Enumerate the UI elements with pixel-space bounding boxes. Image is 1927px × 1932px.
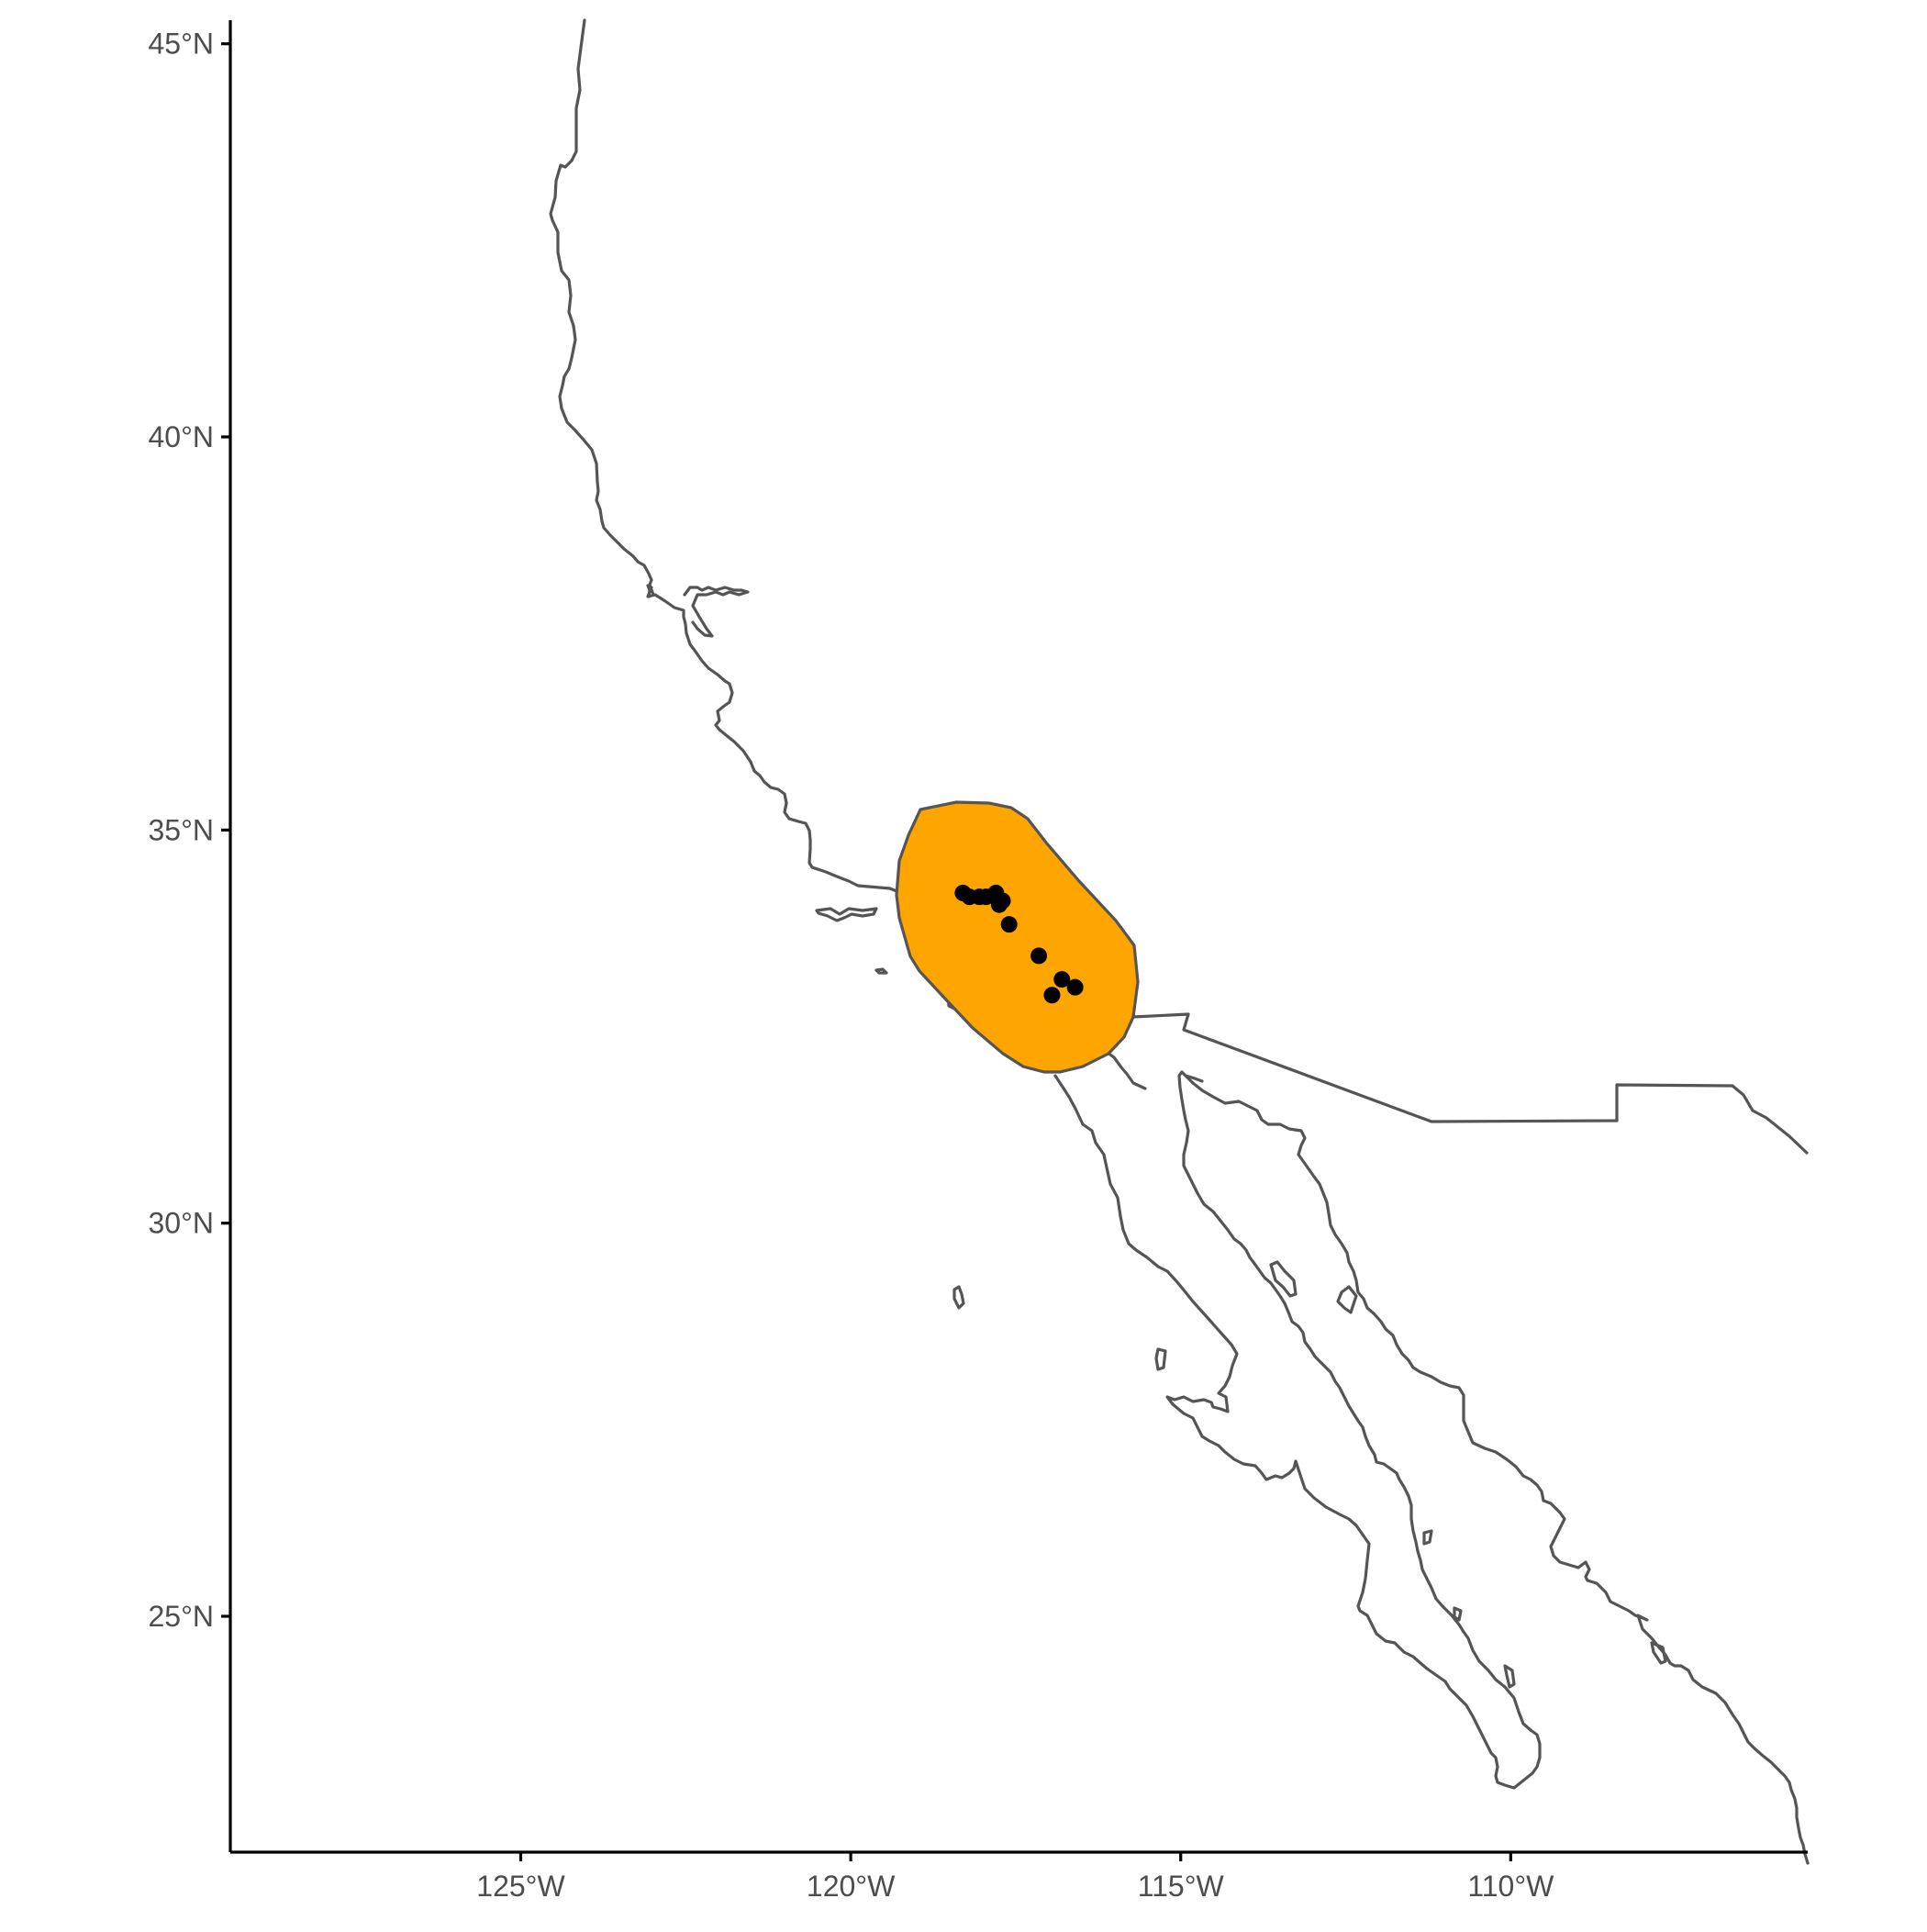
occurrence-point — [1030, 947, 1048, 965]
x-tick-label: 110°W — [1467, 1870, 1554, 1903]
small-island-b — [1453, 1606, 1463, 1622]
channel-island-2 — [874, 967, 888, 975]
occurrence-point — [1043, 987, 1061, 1004]
sonora-coastline — [1184, 1074, 1204, 1083]
small-island-c — [1503, 1664, 1516, 1689]
baja-pacific-coastline — [1053, 1074, 1542, 1790]
angel-de-la-guarda-island — [1269, 1260, 1298, 1298]
occurrence-point — [1000, 916, 1018, 933]
occurrence-points — [954, 884, 1084, 1004]
cedros-island — [952, 1285, 965, 1310]
range-polygon — [895, 800, 1140, 1074]
y-tick-label: 30°N — [149, 1207, 215, 1240]
small-island-d — [1650, 1641, 1667, 1665]
channel-island-1 — [815, 907, 878, 922]
baja-gulf-coastline — [1177, 1070, 1810, 1865]
y-tick-label: 45°N — [149, 28, 215, 61]
x-tick-label: 120°W — [807, 1870, 896, 1903]
x-tick-label: 115°W — [1138, 1870, 1225, 1903]
y-tick-label: 40°N — [149, 420, 215, 453]
tiburon-island — [1336, 1285, 1358, 1314]
occurrence-point — [990, 896, 1008, 913]
us-mexico-border — [1132, 1012, 1810, 1156]
occurrence-point — [1066, 978, 1084, 996]
x-axis-ticks: 125°W 120°W 115°W 110°W — [476, 1852, 1554, 1903]
occurrence-point — [1053, 971, 1071, 988]
vizcaino-island — [1154, 1347, 1167, 1371]
small-island-a — [1422, 1529, 1433, 1546]
x-tick-label: 125°W — [476, 1870, 565, 1903]
y-axis-ticks: 45°N 40°N 35°N 30°N 25°N — [149, 28, 230, 1633]
y-tick-label: 35°N — [149, 813, 215, 846]
san-francisco-bay — [683, 586, 750, 638]
y-tick-label: 25°N — [149, 1600, 215, 1633]
